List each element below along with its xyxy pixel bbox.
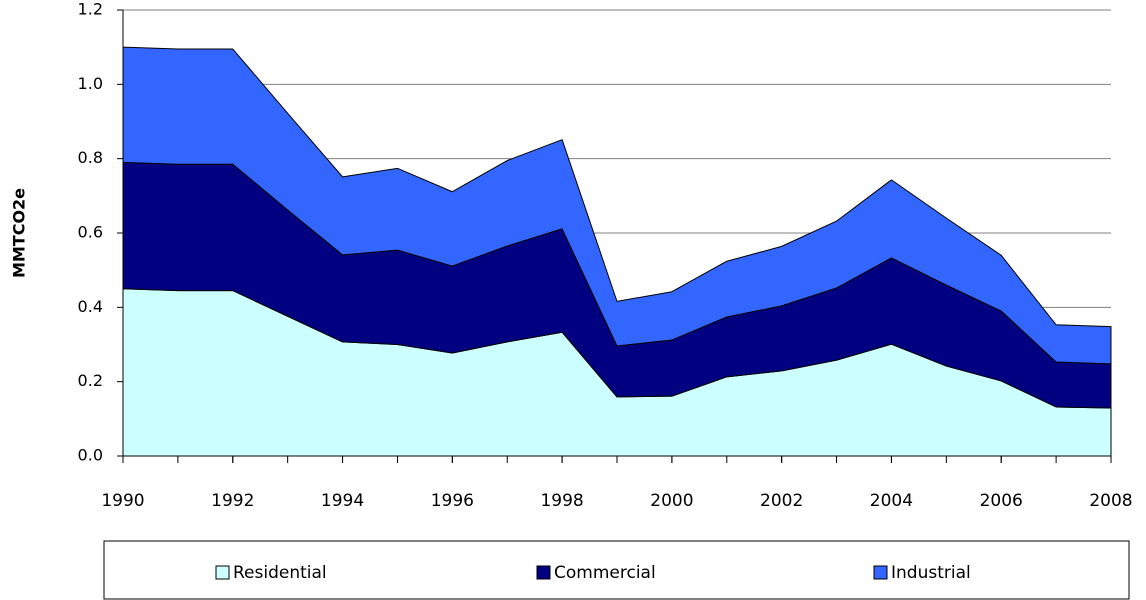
legend-swatch: [873, 565, 888, 580]
legend-label: Residential: [233, 563, 327, 583]
x-tick-label: 1990: [101, 491, 144, 511]
area: [122, 46, 1112, 365]
y-tick-label: 0.8: [78, 148, 103, 167]
x-tick-label: 1998: [540, 491, 583, 511]
y-tick-label: 0.2: [78, 371, 103, 390]
y-axis-label: MMTCO2e: [10, 188, 29, 278]
legend-box: [103, 540, 1130, 600]
y-tick-label: 1.0: [78, 74, 103, 93]
y-tick-label: 0.6: [78, 223, 103, 242]
legend-label: Commercial: [554, 563, 656, 583]
legend-swatch: [536, 565, 551, 580]
x-tick-label: 2002: [760, 491, 803, 511]
y-tick-label: 0.4: [78, 297, 103, 316]
x-tick-label: 2008: [1089, 491, 1132, 511]
x-tick-label: 1992: [211, 491, 254, 511]
y-tick-label: 1.2: [78, 0, 103, 19]
x-tick-label: 2000: [650, 491, 693, 511]
x-tick-label: 2006: [980, 491, 1023, 511]
legend-swatch: [215, 565, 230, 580]
x-tick-label: 2004: [870, 491, 913, 511]
x-tick-label: 1996: [431, 491, 474, 511]
legend-label: Industrial: [891, 563, 971, 583]
x-tick-label: 1994: [321, 491, 364, 511]
y-tick-label: 0.0: [78, 446, 103, 465]
